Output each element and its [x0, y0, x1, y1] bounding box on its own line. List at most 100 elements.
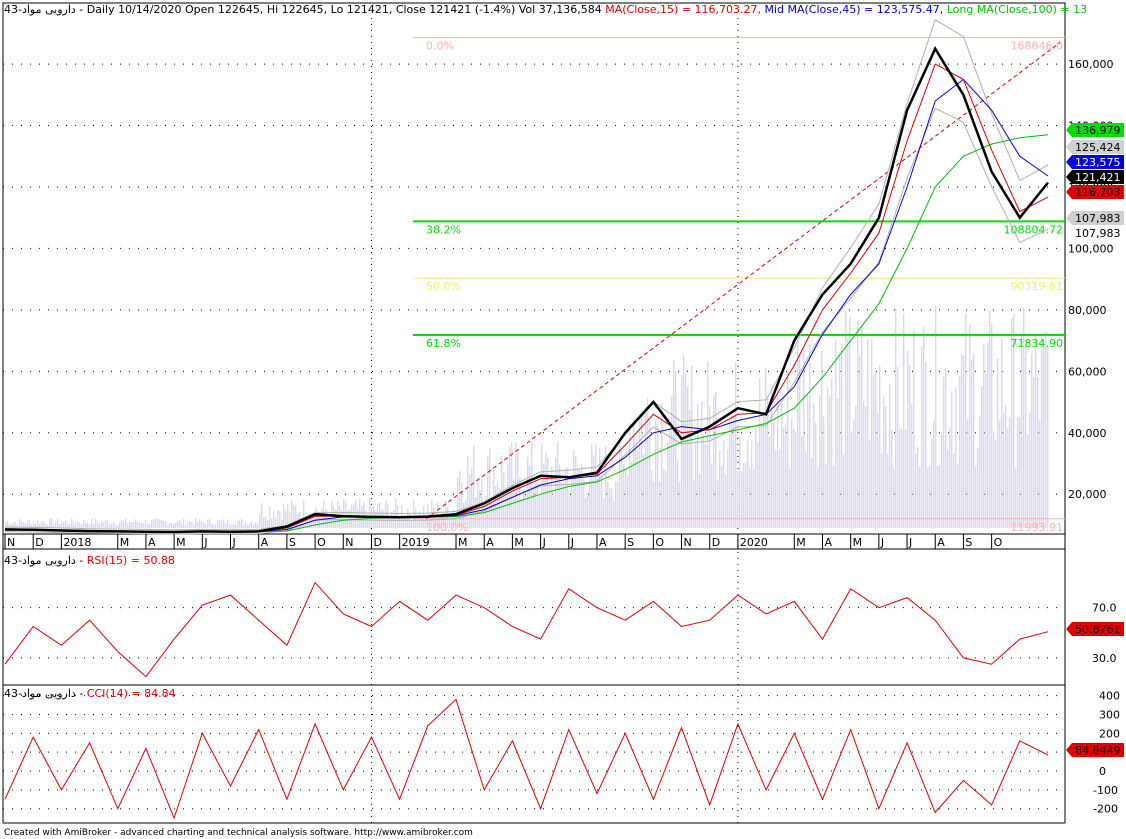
volume-bar — [685, 374, 686, 528]
volume-bar — [911, 404, 912, 528]
volume-bar — [69, 524, 70, 528]
volume-bar — [267, 520, 268, 528]
volume-bar — [539, 494, 540, 528]
volume-bar — [537, 483, 538, 528]
price-value-label: 125,424 — [1066, 140, 1124, 154]
volume-bar — [561, 482, 562, 528]
volume-bar — [821, 350, 822, 528]
volume-bar — [173, 524, 174, 528]
volume-bar — [955, 388, 956, 528]
volume-bar — [163, 521, 164, 528]
volume-bar — [913, 331, 914, 528]
volume-bar — [703, 435, 704, 528]
volume-bar — [157, 519, 158, 528]
volume-bar — [603, 499, 604, 528]
volume-bar — [345, 501, 346, 528]
volume-bar — [225, 524, 226, 528]
volume-bar — [617, 482, 618, 528]
volume-bar — [979, 415, 980, 528]
volume-bar — [931, 439, 932, 528]
x-tick-label: N — [7, 536, 15, 549]
volume-bar — [999, 420, 1000, 528]
volume-bar — [729, 419, 730, 528]
volume-bar — [971, 360, 972, 528]
volume-bar — [335, 509, 336, 528]
volume-bar — [171, 523, 172, 528]
volume-bar — [203, 522, 204, 528]
x-tick-label: J — [908, 536, 912, 549]
volume-bar — [977, 447, 978, 528]
volume-bar — [525, 495, 526, 528]
volume-bar — [945, 369, 946, 528]
volume-bar — [905, 429, 906, 528]
volume-bar — [873, 375, 874, 528]
value-label-text: 116,703 — [1075, 186, 1121, 199]
volume-bar — [675, 371, 676, 528]
volume-bar — [575, 456, 576, 528]
volume-bar — [787, 372, 788, 528]
volume-bar — [381, 509, 382, 528]
volume-bar — [691, 366, 692, 528]
rsi-tick-label: 70.0 — [1092, 602, 1117, 615]
price-value-label: 121,421 — [1066, 170, 1124, 184]
value-label-text: 123,575 — [1075, 156, 1121, 169]
volume-bar — [161, 520, 162, 528]
volume-bar — [517, 452, 518, 528]
volume-bar — [699, 474, 700, 528]
volume-bar — [521, 499, 522, 528]
x-tick-label: O — [994, 536, 1003, 549]
volume-bar — [207, 520, 208, 528]
cci-tick-label: -200 — [1093, 803, 1118, 816]
volume-bar — [549, 486, 550, 528]
volume-bar — [653, 482, 654, 528]
volume-bar — [201, 521, 202, 528]
volume-bar — [597, 475, 598, 528]
volume-bar — [87, 523, 88, 528]
volume-bar — [823, 416, 824, 528]
volume-bar — [169, 523, 170, 528]
volume-bar — [321, 508, 322, 528]
value-label-text: 84.8449 — [1075, 744, 1121, 757]
volume-bar — [763, 416, 764, 528]
price-value-label: 107,983 — [1066, 226, 1124, 240]
volume-bar — [503, 472, 504, 528]
x-tick-label: A — [824, 536, 832, 549]
volume-bar — [271, 518, 272, 528]
volume-bar — [249, 523, 250, 528]
volume-bar — [715, 392, 716, 528]
volume-bar — [275, 518, 276, 528]
volume-bar — [213, 525, 214, 528]
volume-bar — [1017, 417, 1018, 528]
rsi-tick-label: 30.0 — [1092, 652, 1117, 665]
volume-bar — [247, 525, 248, 528]
cci-series — [5, 699, 1048, 818]
volume-bar — [587, 495, 588, 528]
volume-bar — [611, 488, 612, 528]
volume-bar — [67, 523, 68, 528]
x-tick-label: M — [853, 536, 863, 549]
volume-bar — [487, 457, 488, 528]
volume-bar — [141, 523, 142, 528]
volume-bar — [81, 524, 82, 528]
volume-bar — [987, 343, 988, 528]
volume-bar — [479, 490, 480, 528]
volume-bar — [989, 310, 990, 528]
volume-bar — [257, 524, 258, 528]
volume-bar — [947, 449, 948, 528]
cci-tick-label: 300 — [1099, 708, 1120, 721]
volume-bar — [563, 482, 564, 528]
volume-bar — [261, 503, 262, 528]
volume-bar — [775, 450, 776, 528]
volume-bar — [269, 506, 270, 528]
volume-bar — [811, 458, 812, 528]
volume-bar — [745, 463, 746, 528]
grid — [3, 18, 1065, 823]
volume-bar — [741, 471, 742, 528]
volume-bar — [779, 449, 780, 528]
cci-panel-header: 43-دارویی مواد - CCI(14) = 84.84 — [4, 687, 176, 700]
volume-bar — [863, 401, 864, 528]
volume-bar — [227, 519, 228, 528]
volume-bar — [167, 525, 168, 528]
volume-bar — [473, 445, 474, 528]
